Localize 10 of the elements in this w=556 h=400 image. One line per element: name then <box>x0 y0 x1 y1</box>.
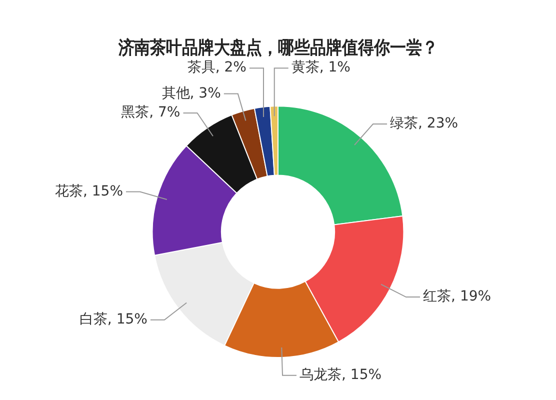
chart-title: 济南茶叶品牌大盘点，哪些品牌值得你一尝？ <box>117 38 438 59</box>
slice-label: 白茶, 15% <box>79 312 148 328</box>
slice-label: 其他, 3% <box>162 85 221 102</box>
slice-label: 黄茶, 1% <box>291 60 350 76</box>
slice-label: 红茶, 19% <box>423 288 492 305</box>
slice-label: 乌龙茶, 15% <box>300 367 382 384</box>
slice-label: 黑茶, 7% <box>121 104 180 121</box>
slice-label: 花茶, 15% <box>54 183 124 200</box>
slice-label: 茶具, 2% <box>187 60 246 76</box>
slice-label: 绿茶, 23% <box>390 116 458 132</box>
